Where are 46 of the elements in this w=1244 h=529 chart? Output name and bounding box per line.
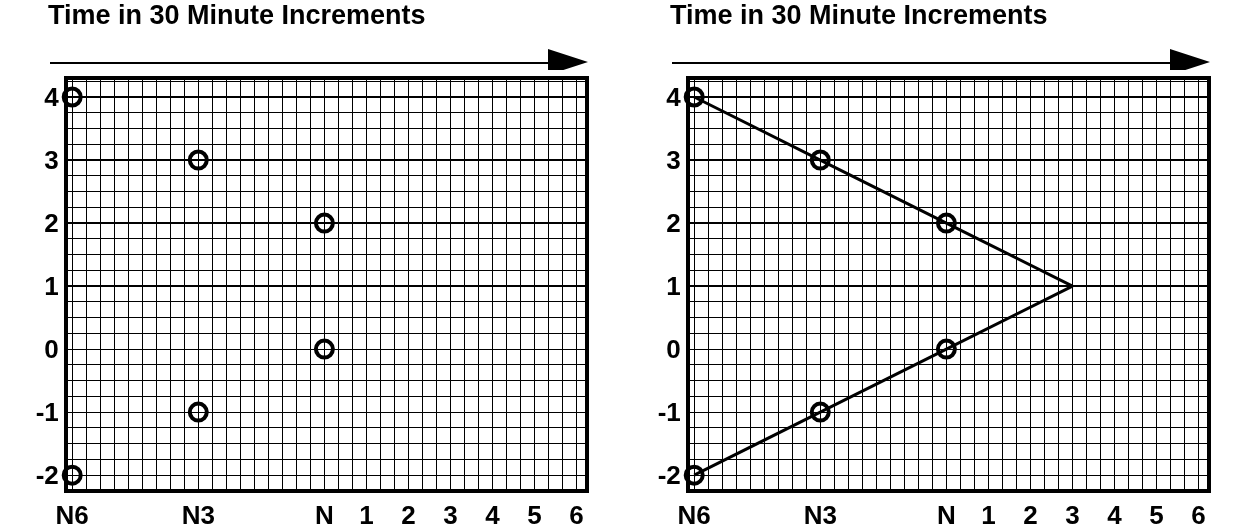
x-tick-label: N	[315, 500, 334, 529]
y-tick-label: -2	[35, 460, 59, 491]
point	[61, 86, 83, 108]
x-tick-label: 5	[527, 500, 542, 529]
x-tick-label: 3	[443, 500, 458, 529]
y-tick-label: 3	[666, 145, 681, 176]
y-tick-label: 2	[666, 208, 681, 239]
y-tick-label: 1	[44, 271, 59, 302]
x-tick-label: 4	[1107, 500, 1123, 529]
chart-title: Time in 30 Minute Increments	[670, 0, 1048, 31]
y-tick-label: 4	[44, 82, 60, 113]
point	[683, 86, 705, 108]
x-tick-label: 2	[1023, 500, 1038, 529]
point	[809, 149, 831, 171]
point	[187, 401, 209, 423]
x-tick-label: 5	[1149, 500, 1164, 529]
y-tick-label: 3	[44, 145, 59, 176]
chart-title: Time in 30 Minute Increments	[48, 0, 426, 31]
point	[683, 464, 705, 486]
y-tick-label: 2	[44, 208, 59, 239]
x-tick-label: 2	[401, 500, 416, 529]
x-tick-label: 4	[485, 500, 501, 529]
x-tick-label: N3	[803, 500, 837, 529]
point	[313, 212, 335, 234]
point	[313, 338, 335, 360]
y-tick-label: 1	[666, 271, 681, 302]
point	[809, 401, 831, 423]
point	[935, 338, 957, 360]
x-tick-label: 6	[569, 500, 584, 529]
y-tick-label: -1	[657, 397, 681, 428]
x-tick-label: 3	[1065, 500, 1080, 529]
y-tick-label: -2	[657, 460, 681, 491]
x-tick-label: N6	[677, 500, 711, 529]
x-tick-label: N3	[181, 500, 215, 529]
x-tick-label: N	[937, 500, 956, 529]
x-tick-label: 1	[981, 500, 996, 529]
point	[61, 464, 83, 486]
x-tick-label: 6	[1191, 500, 1206, 529]
y-tick-label: 0	[666, 334, 681, 365]
y-tick-label: -1	[35, 397, 59, 428]
point	[187, 149, 209, 171]
y-tick-label: 0	[44, 334, 59, 365]
point	[935, 212, 957, 234]
x-tick-label: 1	[359, 500, 374, 529]
y-tick-label: 4	[666, 82, 682, 113]
x-tick-label: N6	[55, 500, 89, 529]
